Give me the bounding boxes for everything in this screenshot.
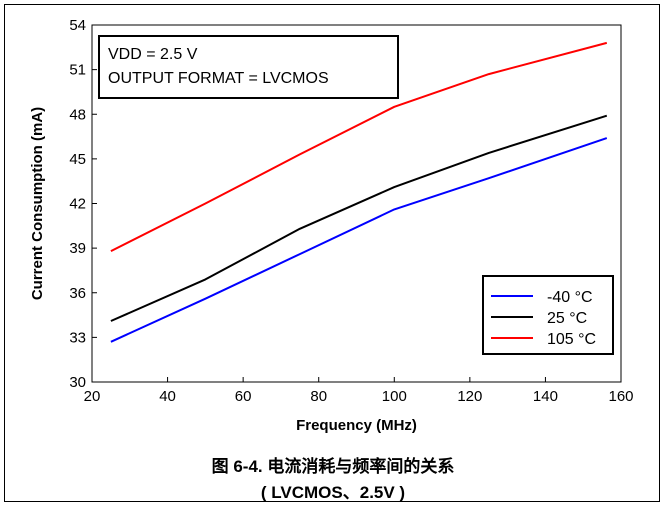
y-tick-label: 30 — [69, 374, 86, 391]
y-tick-label: 42 — [69, 196, 86, 213]
legend-box — [482, 275, 614, 355]
y-tick-label: 45 — [69, 151, 86, 168]
y-tick-label: 54 — [69, 17, 86, 34]
annotation-text: VDD = 2.5 V — [108, 46, 198, 63]
annotation-text: OUTPUT FORMAT = LVCMOS — [108, 70, 329, 87]
x-tick-label: 100 — [382, 388, 407, 405]
series-line — [110, 114, 608, 322]
annotation-box — [98, 35, 399, 99]
x-tick-label: 140 — [533, 388, 558, 405]
x-tick-label: 40 — [159, 388, 176, 405]
figure-caption: 图 6-4. 电流消耗与频率间的关系 — [211, 457, 455, 476]
x-tick-label: 60 — [235, 388, 252, 405]
x-tick-label: 80 — [310, 388, 327, 405]
y-tick-label: 39 — [69, 240, 86, 257]
legend-label: -40 °C — [547, 289, 593, 306]
y-tick-label: 51 — [69, 62, 86, 79]
series-line — [110, 137, 608, 343]
legend-label: 25 °C — [547, 310, 587, 327]
y-tick-label: 33 — [69, 329, 86, 346]
y-tick-label: 48 — [69, 106, 86, 123]
x-tick-label: 120 — [457, 388, 482, 405]
x-tick-label: 20 — [84, 388, 101, 405]
series-line — [110, 41, 608, 252]
figure-frame — [4, 4, 660, 502]
y-tick-label: 36 — [69, 285, 86, 302]
line-chart: 20 40 60 80 100 120 140 160 30 33 36 39 42 45 48 51 54 Fr… — [29, 17, 634, 434]
x-axis-label: Frequency (MHz) — [296, 417, 417, 434]
x-tick-label: 160 — [608, 388, 633, 405]
legend-label: 105 °C — [547, 331, 596, 348]
figure-subcaption: ( LVCMOS、2.5V ) — [260, 483, 406, 502]
y-axis-label: Current Consumption (mA) — [29, 107, 46, 300]
